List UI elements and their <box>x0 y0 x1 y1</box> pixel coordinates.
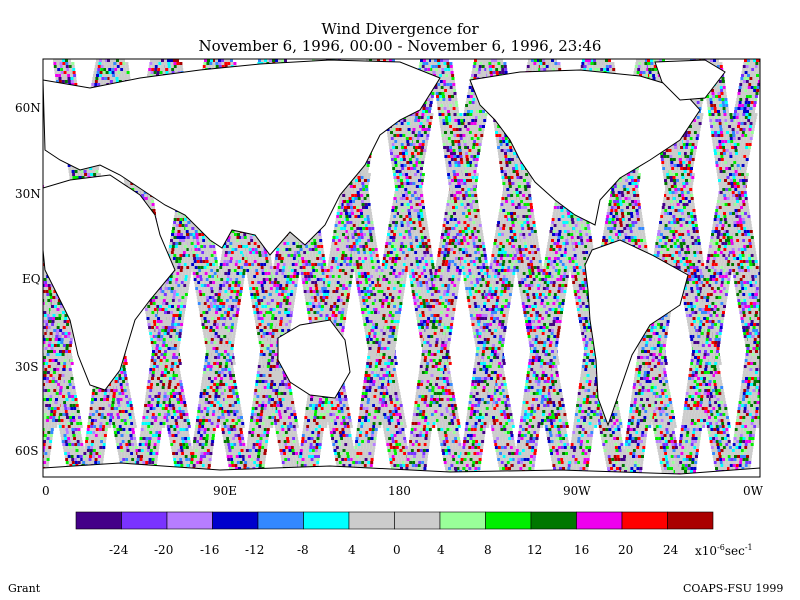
colorbar-swatch <box>621 511 668 530</box>
lon-label-90e: 90E <box>213 484 237 498</box>
title-line-1: Wind Divergence for <box>0 20 800 38</box>
north-america-landmass <box>469 69 701 226</box>
colorbar-tick: 4 <box>348 543 356 557</box>
unit-base: x10 <box>695 544 717 558</box>
colorbar-swatch <box>121 511 168 530</box>
lat-label-60s: 60S <box>15 444 39 458</box>
lon-label-0: 0 <box>42 484 50 498</box>
lat-label-30n: 30N <box>15 187 41 201</box>
colorbar-swatch <box>166 511 213 530</box>
colorbar-swatch <box>348 511 395 530</box>
lon-label-180: 180 <box>388 484 411 498</box>
colorbar-unit: x10-6sec-1 <box>695 543 753 558</box>
lon-label-0w: 0W <box>743 484 763 498</box>
colorbar-swatch <box>667 511 714 530</box>
unit-exponent: -6 <box>717 543 725 552</box>
colorbar-swatch <box>576 511 623 530</box>
greenland-landmass <box>654 59 726 101</box>
colorbar-tick: 24 <box>663 543 678 557</box>
colorbar-tick: -12 <box>245 543 264 557</box>
antarctica-landmass <box>43 462 760 477</box>
map-frame <box>42 58 761 478</box>
australia-landmass <box>277 319 351 399</box>
colorbar-swatch <box>439 511 486 530</box>
unit-seconds: sec <box>725 544 745 558</box>
colorbar-tick: -8 <box>297 543 309 557</box>
colorbar-tick: 4 <box>437 543 445 557</box>
organization-credit: COAPS-FSU 1999 <box>683 582 783 595</box>
colorbar-tick: 20 <box>618 543 633 557</box>
title-line-2: November 6, 1996, 00:00 - November 6, 19… <box>0 37 800 55</box>
colorbar-tick: -24 <box>109 543 128 557</box>
coastlines <box>43 59 760 477</box>
author-credit: Grant <box>8 582 40 595</box>
colorbar-swatch <box>394 511 441 530</box>
colorbar-tick: 16 <box>574 543 589 557</box>
colorbar-swatch <box>257 511 304 530</box>
lon-label-90w: 90W <box>563 484 591 498</box>
colorbar-tick: 8 <box>484 543 492 557</box>
south-america-landmass <box>584 239 689 427</box>
colorbar-swatch <box>485 511 532 530</box>
lat-label-eq: EQ <box>22 272 41 286</box>
colorbar-tick: 12 <box>527 543 542 557</box>
colorbar-swatch <box>303 511 350 530</box>
colorbar <box>75 511 714 530</box>
unit-seconds-exponent: -1 <box>745 543 753 552</box>
colorbar-swatch <box>75 511 122 530</box>
colorbar-swatch <box>212 511 259 530</box>
colorbar-swatch <box>530 511 577 530</box>
lat-label-60n: 60N <box>15 101 41 115</box>
lat-label-30s: 30S <box>15 360 39 374</box>
africa-landmass <box>43 174 176 391</box>
colorbar-tick: -20 <box>154 543 173 557</box>
eurasia-landmass <box>43 59 441 256</box>
colorbar-tick: 0 <box>393 543 401 557</box>
colorbar-tick: -16 <box>200 543 219 557</box>
